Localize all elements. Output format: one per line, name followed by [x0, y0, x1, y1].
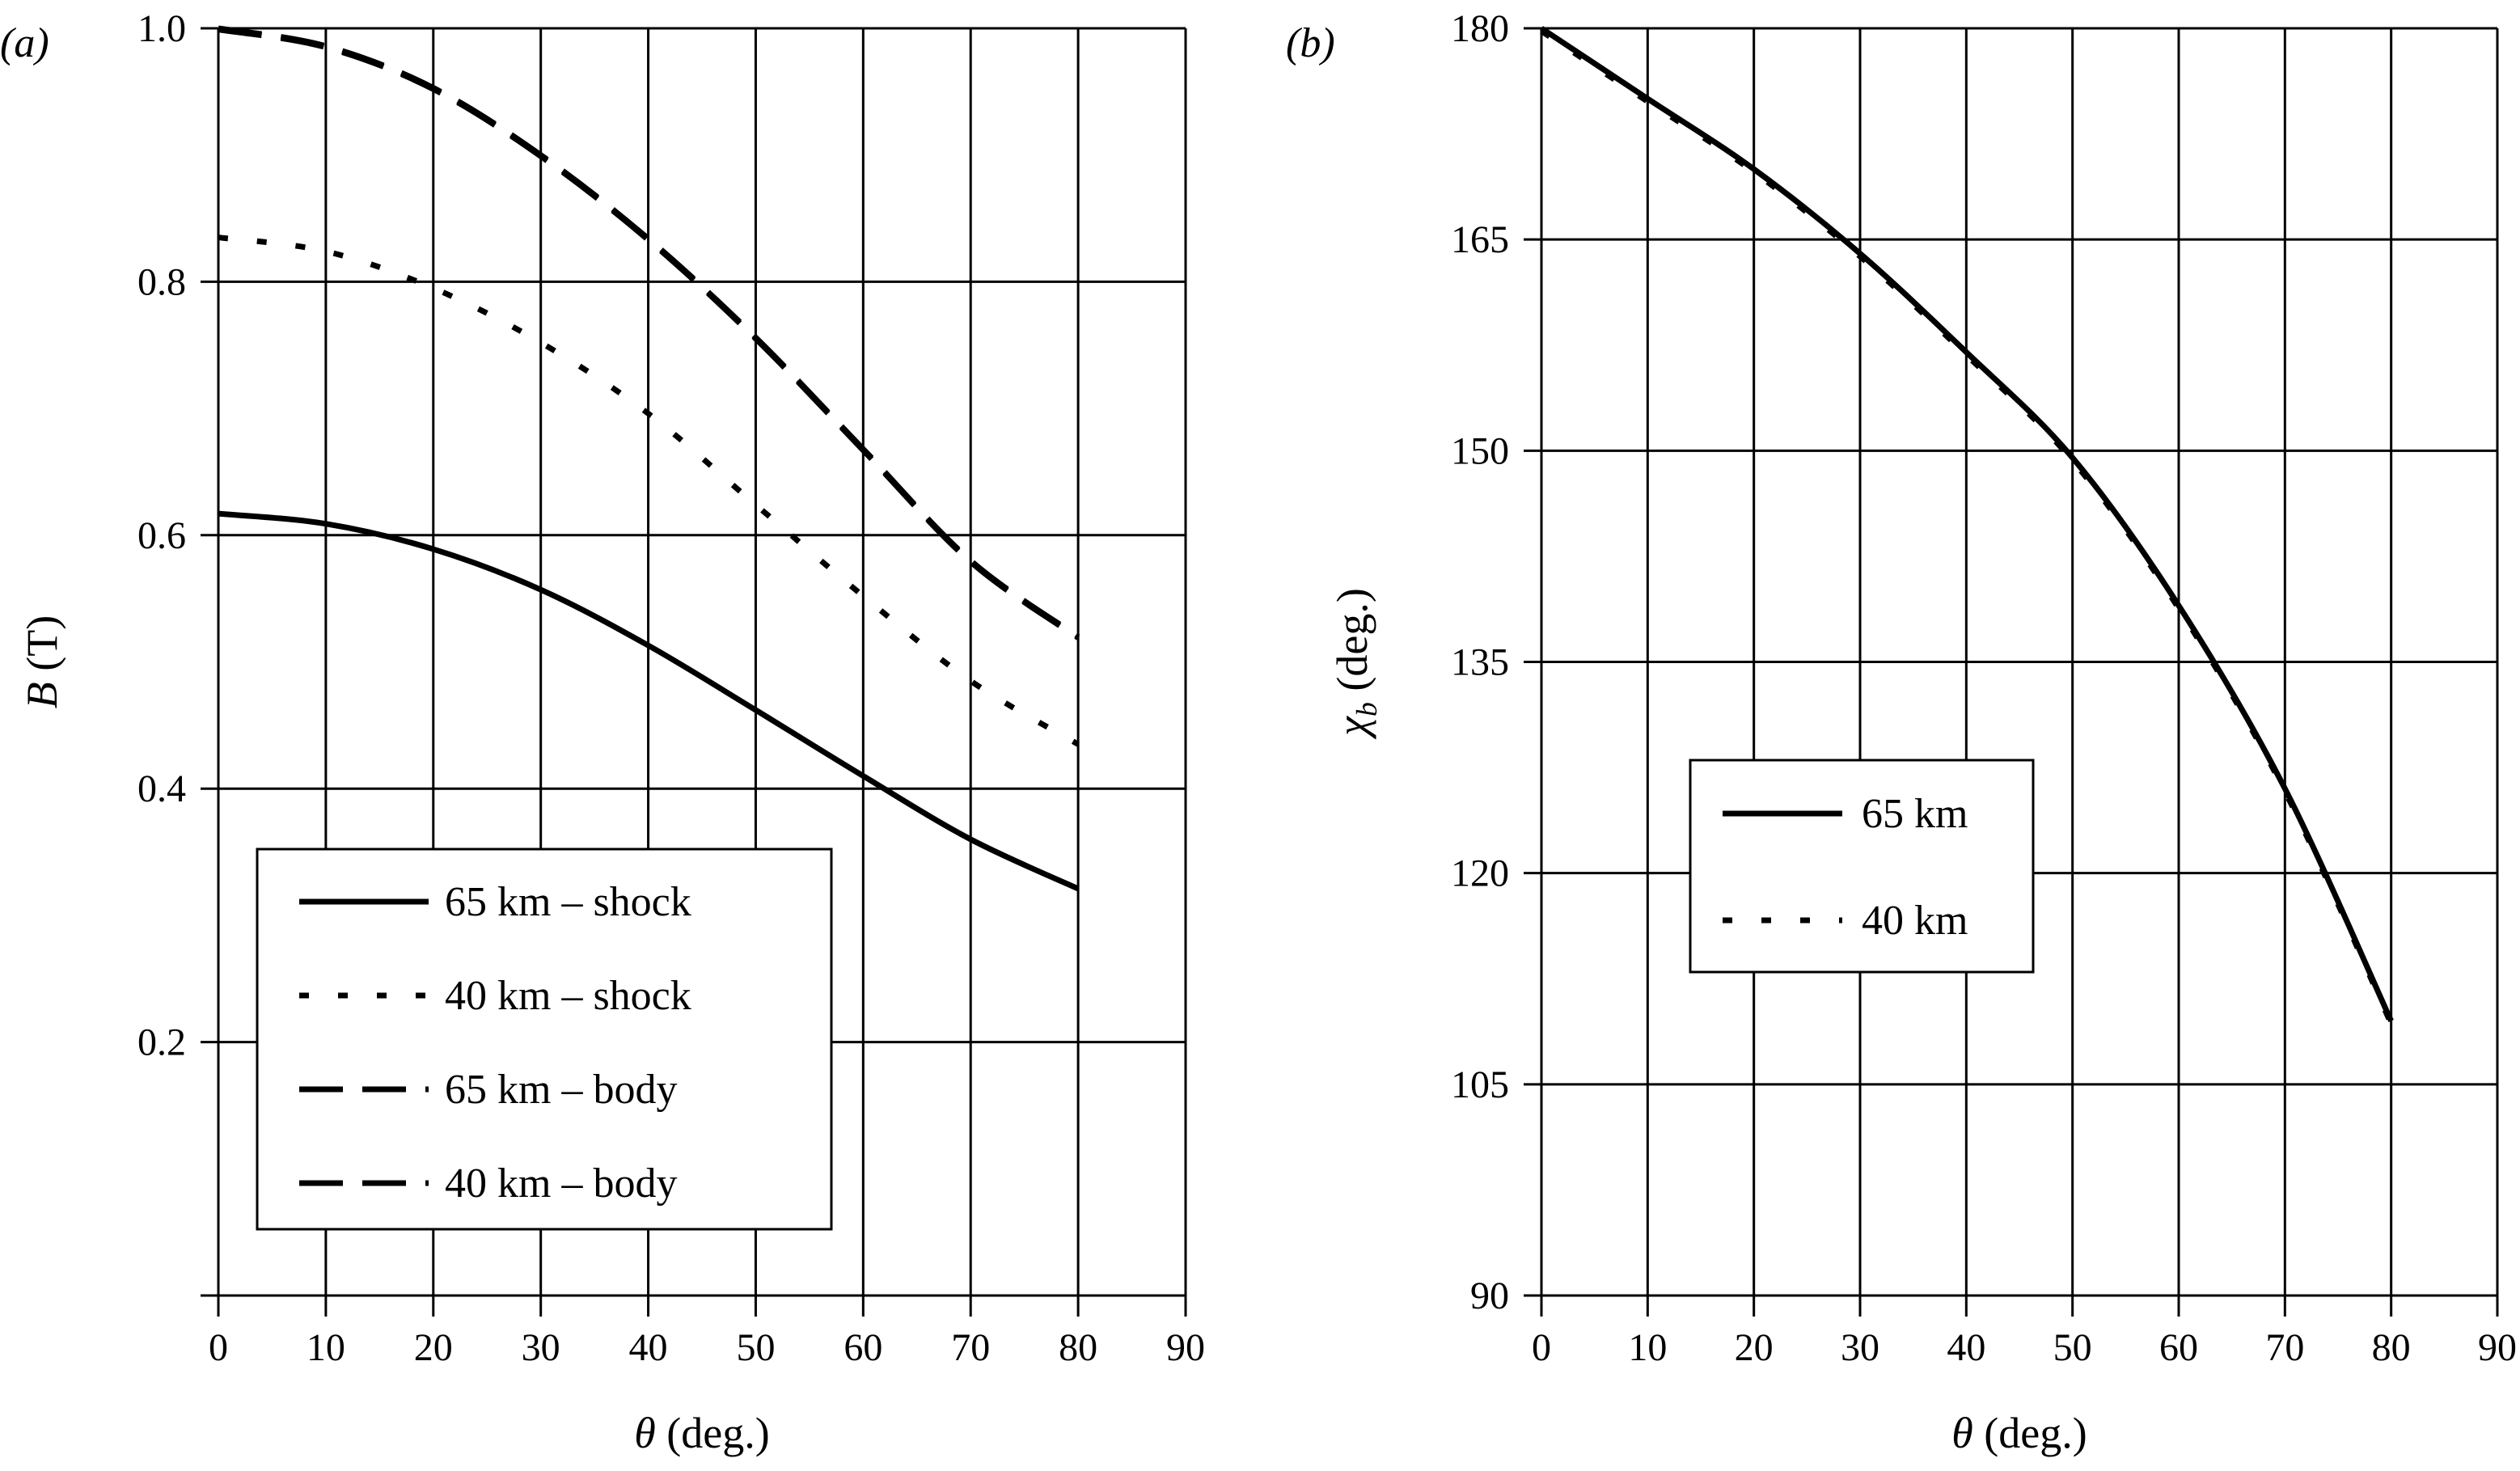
legend-box — [1689, 759, 2035, 974]
y-tick-label: 120 — [1451, 852, 1509, 895]
legend-entry-label: 40 km — [1862, 898, 1968, 944]
y-axis-label-var: χ — [1328, 716, 1376, 740]
x-axis-label: θ (deg.) — [1951, 1409, 2087, 1457]
x-axis-label-var: θ — [634, 1409, 656, 1457]
y-tick-label: 105 — [1451, 1063, 1509, 1106]
x-axis-label-unit: (deg.) — [1973, 1409, 2087, 1457]
x-tick-label: 0 — [1532, 1326, 1551, 1369]
legend: 65 km 40 km — [1689, 759, 2035, 974]
y-tick-label: 180 — [1451, 7, 1509, 50]
y-tick-label: 90 — [1470, 1274, 1509, 1317]
x-axis-label-unit: (deg.) — [656, 1409, 770, 1457]
legend-entry-label: 65 km – shock — [445, 879, 691, 925]
series-line-40-km-body — [218, 27, 1080, 640]
legend-entry-label: 40 km – body — [445, 1160, 677, 1207]
legend-entry-label: 40 km – shock — [445, 973, 691, 1019]
legend-entry-label: 65 km — [1862, 791, 1968, 837]
x-axis-label-var: θ — [1951, 1409, 1973, 1457]
y-tick-label: 0.6 — [137, 514, 186, 557]
x-tick-label: 90 — [2478, 1326, 2517, 1369]
x-tick-label: 0 — [209, 1326, 228, 1369]
legend: 65 km – shock 40 km – shock 65 km – body 40… — [256, 848, 833, 1231]
x-tick-label: 20 — [1735, 1326, 1774, 1369]
x-tick-label: 50 — [2053, 1326, 2092, 1369]
y-axis-label: χb (deg.) — [1328, 588, 1383, 740]
y-tick-label: 0.2 — [137, 1021, 186, 1064]
y-axis-label: B (T) — [18, 615, 66, 708]
y-tick-label: 0.4 — [137, 767, 186, 810]
legend-box — [256, 848, 833, 1231]
x-tick-label: 30 — [522, 1326, 560, 1369]
y-axis-label-unit: (deg.) — [1328, 588, 1376, 702]
x-tick-label: 20 — [414, 1326, 453, 1369]
x-tick-label: 70 — [2265, 1326, 2304, 1369]
y-tick-label: 150 — [1451, 429, 1509, 472]
y-tick-label: 165 — [1451, 218, 1509, 261]
y-tick-label: 1.0 — [137, 7, 186, 50]
x-tick-label: 60 — [844, 1326, 882, 1369]
x-tick-label: 10 — [1628, 1326, 1667, 1369]
x-tick-label: 50 — [736, 1326, 775, 1369]
y-axis-label-subscript: b — [1351, 702, 1383, 716]
series-line-40-km-shock — [218, 235, 1080, 747]
panel-label: (b) — [1286, 20, 1335, 66]
x-tick-label: 40 — [1947, 1326, 1985, 1369]
y-tick-label: 135 — [1451, 641, 1509, 684]
x-tick-label: 90 — [1166, 1326, 1205, 1369]
x-tick-label: 10 — [307, 1326, 345, 1369]
series-line-40-km — [1540, 28, 2394, 1025]
x-tick-label: 70 — [951, 1326, 990, 1369]
chart-panel-a: 0 10 20 30 40 50 60 70 80 90 0.2 0.4 0.6 0.8 1.0 (a) θ (… — [0, 7, 1205, 1457]
x-tick-label: 60 — [2159, 1326, 2198, 1369]
y-tick-label: 0.8 — [137, 260, 186, 303]
x-axis-label: θ (deg.) — [634, 1409, 769, 1457]
x-tick-label: 80 — [1059, 1326, 1097, 1369]
chart-panel-b: 0 10 20 30 40 50 60 70 80 90 90 105 120 135 150 165 180 (… — [1286, 7, 2517, 1457]
x-tick-label: 80 — [2372, 1326, 2411, 1369]
x-tick-label: 30 — [1841, 1326, 1879, 1369]
y-axis-label-var: B — [18, 682, 66, 708]
y-axis-label-unit: (T) — [18, 615, 66, 682]
panel-label: (a) — [0, 20, 49, 66]
legend-entry-label: 65 km – body — [445, 1067, 677, 1113]
x-tick-label: 40 — [629, 1326, 668, 1369]
series-line-65-km-shock — [218, 510, 1080, 892]
